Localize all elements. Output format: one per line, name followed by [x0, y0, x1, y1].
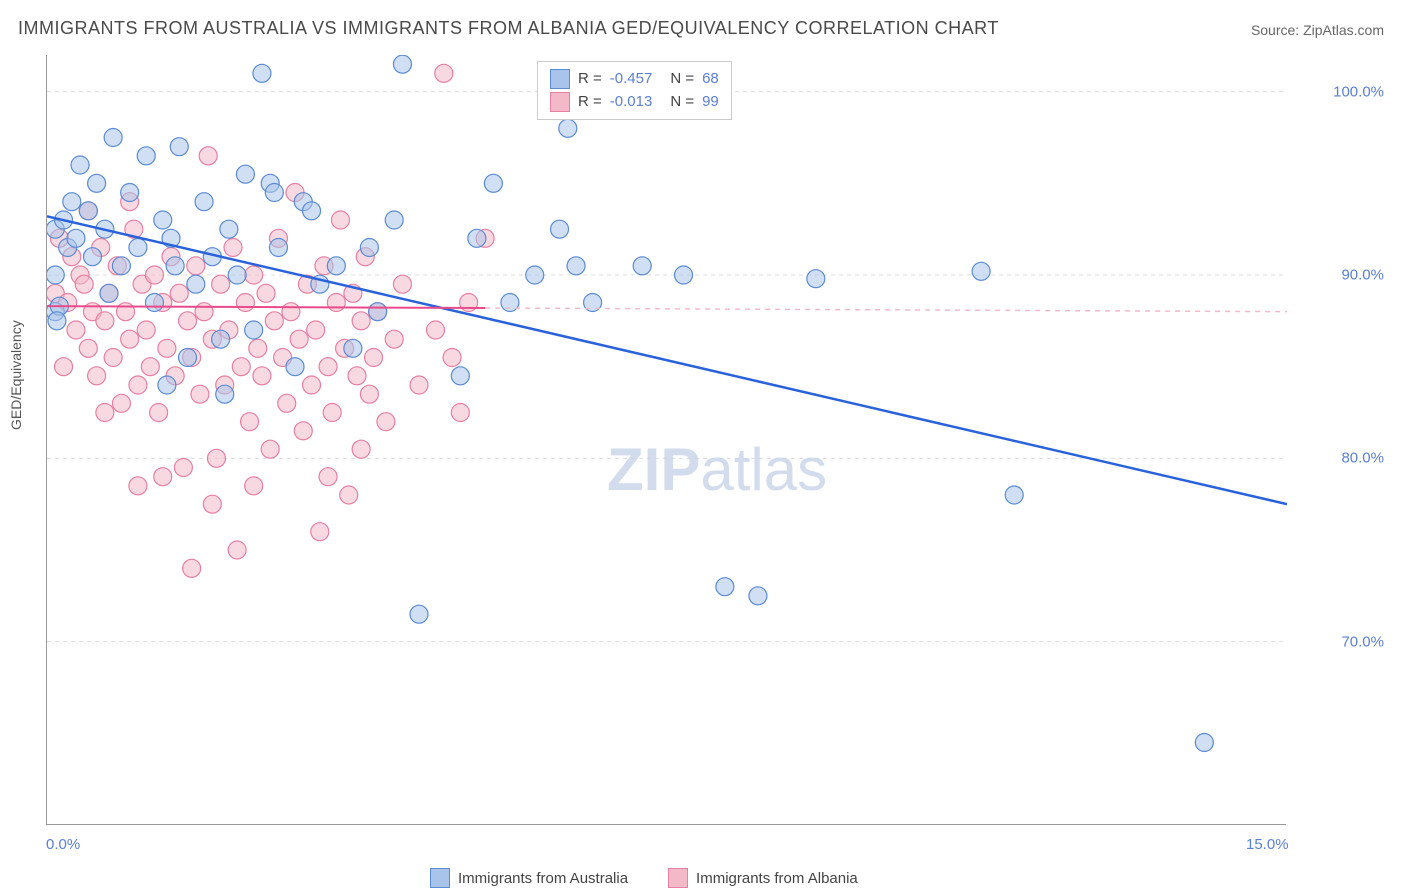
- scatter-chart-svg: [47, 55, 1287, 825]
- legend-swatch-icon: [550, 69, 570, 89]
- y-tick-label: 80.0%: [1341, 450, 1384, 467]
- chart-title: IMMIGRANTS FROM AUSTRALIA VS IMMIGRANTS …: [18, 18, 999, 39]
- plot-area: ZIPatlas R = -0.457 N = 68 R = -0.013 N …: [46, 55, 1286, 825]
- legend-swatch-icon: [668, 868, 688, 888]
- legend-swatch-icon: [430, 868, 450, 888]
- legend-item: Immigrants from Albania: [668, 868, 858, 888]
- series-legend: Immigrants from Australia Immigrants fro…: [430, 868, 858, 888]
- source-credit: Source: ZipAtlas.com: [1251, 22, 1384, 38]
- y-tick-label: 90.0%: [1341, 267, 1384, 284]
- x-tick-label: 15.0%: [1246, 836, 1289, 853]
- legend-swatch-icon: [550, 92, 570, 112]
- y-axis-label: GED/Equivalency: [8, 320, 24, 430]
- legend-row: R = -0.457 N = 68: [550, 68, 719, 91]
- x-tick-label: 0.0%: [46, 836, 80, 853]
- legend-item: Immigrants from Australia: [430, 868, 628, 888]
- legend-row: R = -0.013 N = 99: [550, 91, 719, 114]
- y-tick-label: 100.0%: [1333, 83, 1384, 100]
- y-tick-label: 70.0%: [1341, 633, 1384, 650]
- correlation-legend: R = -0.457 N = 68 R = -0.013 N = 99: [537, 61, 732, 120]
